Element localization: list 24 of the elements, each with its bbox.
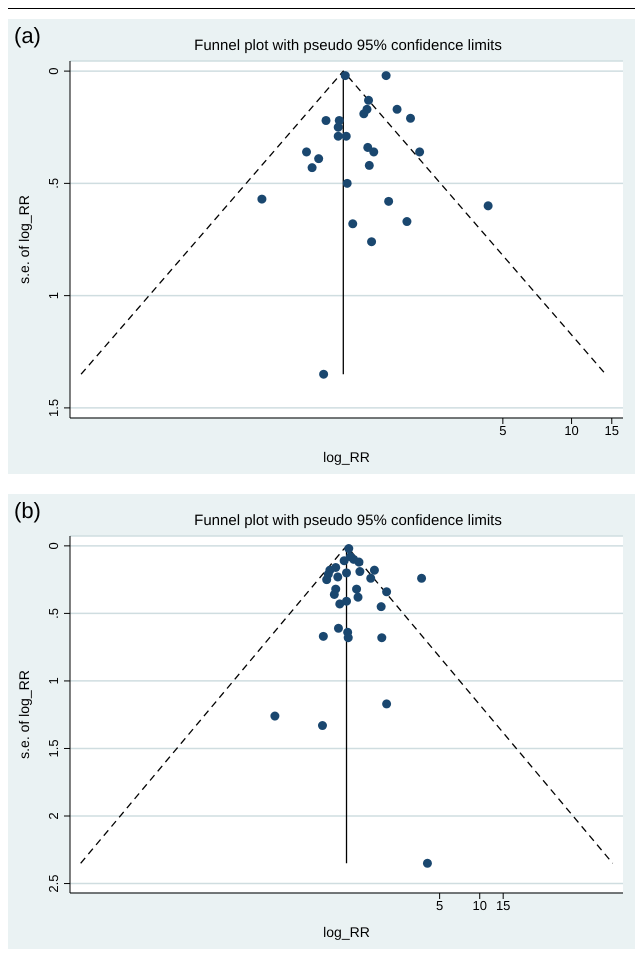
x-tick-label: 10 (472, 898, 487, 914)
y-tick-label: 0 (46, 67, 61, 75)
x-tick-label: 15 (496, 898, 510, 914)
x-tick-label: 5 (499, 423, 506, 438)
text: (a) (14, 23, 41, 49)
y-axis-title: s.e. of log_RR (16, 670, 32, 759)
x-tick-label: 10 (564, 423, 579, 438)
y-tick-label: 2 (46, 812, 61, 820)
x-tick-label: 15 (604, 423, 619, 438)
y-tick-label: 1 (46, 677, 61, 685)
y-tick-label: 1.5 (46, 739, 61, 758)
y-tick-label: 0 (46, 542, 61, 550)
y-tick-label: 1 (46, 292, 61, 300)
chart-title: Funnel plot with pseudo 95% confidence limits (193, 512, 503, 529)
x-axis-title: log_RR (323, 449, 370, 465)
x-axis-title: log_RR (323, 924, 370, 940)
y-tick-label: 2.5 (46, 874, 61, 893)
text: (b) (14, 498, 41, 524)
y-axis-title: s.e. of log_RR (16, 195, 32, 284)
y-tick-label: .5 (46, 178, 61, 189)
x-tick-label: 5 (436, 898, 444, 914)
y-tick-label: 1.5 (46, 398, 61, 417)
y-tick-label: .5 (46, 608, 61, 619)
chart-title: Funnel plot with pseudo 95% confidence limits (193, 37, 503, 54)
